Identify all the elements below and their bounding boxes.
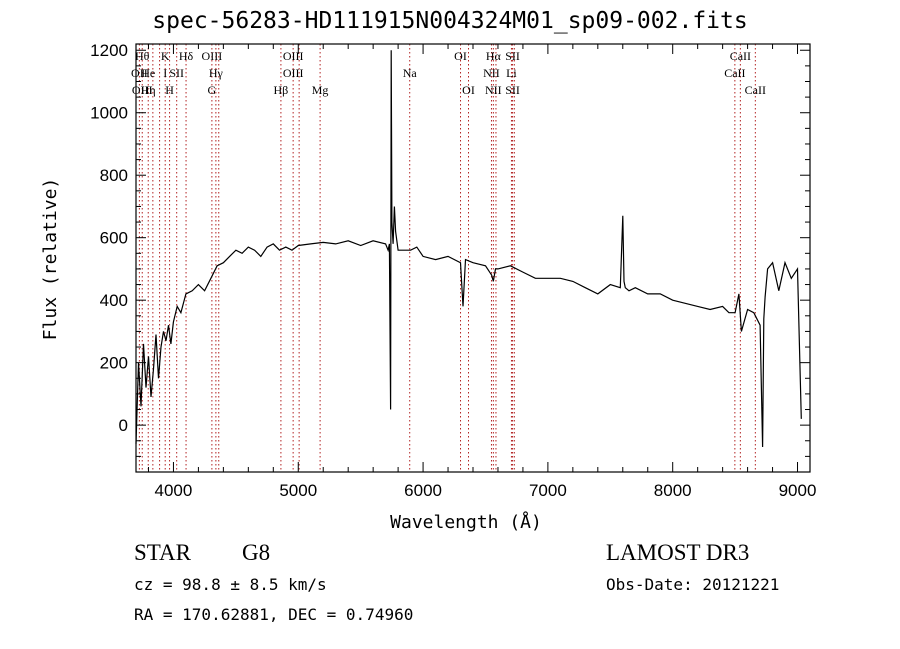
- line-label: OIII: [132, 83, 153, 97]
- x-tick-label: 4000: [155, 481, 193, 500]
- y-tick-label: 400: [100, 291, 128, 310]
- line-label: Hα: [486, 49, 502, 63]
- line-label: H: [165, 83, 174, 97]
- line-label: G: [208, 83, 217, 97]
- line-label: NII: [485, 83, 502, 97]
- line-label: OIII: [202, 49, 223, 63]
- line-label: OI: [454, 49, 467, 63]
- y-axis-ticks: 0 200 400 600 800 1000 1200: [90, 41, 810, 457]
- observation-date: Obs-Date: 20121221: [606, 575, 780, 594]
- line-label: I: [163, 66, 167, 80]
- y-tick-label: 200: [100, 354, 128, 373]
- line-label: NII: [483, 66, 500, 80]
- y-tick-label: 1000: [90, 104, 128, 123]
- y-tick-label: 800: [100, 166, 128, 185]
- line-label: CaII: [730, 49, 751, 63]
- chart-title: spec-56283-HD111915N004324M01_sp09-002.f…: [152, 8, 748, 34]
- x-axis-label: Wavelength (Å): [390, 511, 542, 533]
- line-label: Mg: [312, 83, 329, 97]
- line-label: K: [161, 49, 170, 63]
- x-tick-label: 9000: [779, 481, 817, 500]
- line-label: CaII: [724, 66, 745, 80]
- line-label: SII: [169, 66, 184, 80]
- x-tick-label: 5000: [279, 481, 317, 500]
- line-label: OIII: [283, 49, 304, 63]
- line-label: He: [141, 66, 155, 80]
- x-tick-label: 6000: [404, 481, 442, 500]
- redshift-velocity: cz = 98.8 ± 8.5 km/s: [134, 575, 327, 594]
- spectrum-line: [135, 50, 802, 448]
- line-label: Na: [403, 66, 418, 80]
- line-label: Hγ: [209, 66, 224, 80]
- line-label: Hδ: [179, 49, 194, 63]
- coordinates: RA = 170.62881, DEC = 0.74960: [134, 605, 414, 624]
- line-label: CaII: [745, 83, 766, 97]
- line-label: SII: [505, 83, 520, 97]
- object-class: STAR: [134, 540, 191, 565]
- survey-name: LAMOST DR3: [606, 540, 750, 565]
- y-tick-label: 1200: [90, 41, 128, 60]
- object-subclass: G8: [242, 540, 271, 565]
- line-label: OII: [131, 66, 148, 80]
- spectral-line-markers: [138, 44, 756, 472]
- x-axis-ticks: 4000 5000 6000 7000 8000 9000: [147, 44, 817, 500]
- x-tick-label: 8000: [654, 481, 692, 500]
- line-label: Hβ: [274, 83, 289, 97]
- y-tick-label: 600: [100, 229, 128, 248]
- line-label: Hθ: [135, 49, 150, 63]
- plot-frame: [135, 43, 811, 473]
- y-tick-label: 0: [119, 416, 128, 435]
- line-label: Li: [506, 66, 517, 80]
- spectral-line-labels: OII Hθ OIII He Hη KIH SII Hδ OIII G Hγ Hβ OIII OIII Mg…: [131, 49, 766, 97]
- line-label: SII: [505, 49, 520, 63]
- line-label: OI: [462, 83, 475, 97]
- line-label: OIII: [283, 66, 304, 80]
- x-tick-label: 7000: [529, 481, 567, 500]
- y-axis-label: Flux (relative): [40, 178, 61, 341]
- line-label: Hη: [141, 83, 156, 97]
